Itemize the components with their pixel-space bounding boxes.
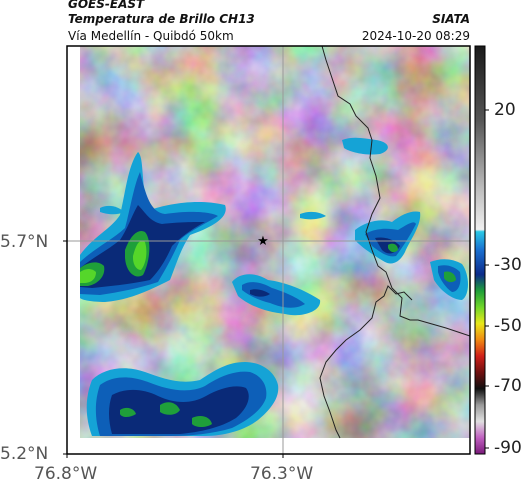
department-border <box>319 285 413 439</box>
colorbar-tick-label: -70 <box>494 376 522 396</box>
satellite-name: GOES-EAST <box>68 0 145 11</box>
x-tick-label: 76.8°W <box>34 464 98 484</box>
product-title: Temperatura de Brillo CH13 <box>68 12 255 26</box>
cold-cloud-center <box>232 274 321 316</box>
star-icon: ★ <box>257 234 269 249</box>
colorbar-tick-label: -50 <box>494 316 522 336</box>
colorbar <box>474 45 486 455</box>
x-tick-label: 76.3°W <box>250 464 314 484</box>
datetime-label: 2024-10-20 08:29 <box>361 29 470 43</box>
cold-cloud-west <box>80 152 226 302</box>
colorbar-tick-label: -90 <box>494 438 522 458</box>
agency-label: SIATA <box>432 12 470 26</box>
y-tick-label: 5.2°N <box>0 444 49 464</box>
map-frame <box>66 45 471 455</box>
cold-cloud-south <box>86 362 279 436</box>
country-border <box>321 46 470 337</box>
region-label: Vía Medellín - Quibdó 50km <box>68 29 234 43</box>
y-tick-label: 5.7°N <box>0 232 49 252</box>
colorbar-tick-label: 20 <box>494 100 516 120</box>
cold-cloud-east <box>100 137 468 300</box>
colorbar-tick-label: -30 <box>494 255 522 275</box>
brightness-temperature-field: ★ <box>67 46 470 454</box>
